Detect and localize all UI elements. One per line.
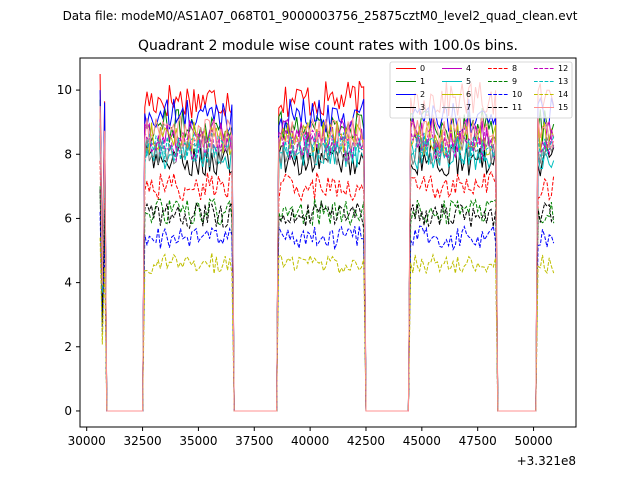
x-offset-text: +3.321e8 <box>517 454 576 468</box>
series-line-10 <box>99 211 555 412</box>
series-line-8 <box>99 160 555 412</box>
y-tick-label: 10 <box>57 83 72 97</box>
legend-label-2: 2 <box>420 90 425 99</box>
series-line-11 <box>99 189 555 412</box>
x-tick-label: 37500 <box>235 434 273 448</box>
legend-label-15: 15 <box>558 103 568 112</box>
x-tick-label: 40000 <box>291 434 329 448</box>
legend-label-5: 5 <box>466 77 471 86</box>
suptitle: Data file: modeM0/AS1A07_068T01_90000037… <box>63 9 578 23</box>
series-line-13 <box>99 122 555 412</box>
x-tick-label: 45000 <box>403 434 441 448</box>
legend-frame <box>389 61 573 119</box>
legend-label-1: 1 <box>420 77 425 86</box>
legend-label-14: 14 <box>558 90 568 99</box>
legend-label-4: 4 <box>466 64 471 73</box>
legend-label-3: 3 <box>420 103 425 112</box>
legend-label-8: 8 <box>512 64 517 73</box>
legend-label-0: 0 <box>420 64 425 73</box>
y-axis: 0 2 4 6 8 10 <box>57 83 80 418</box>
x-axis: 30000 32500 35000 37500 40000 42500 45000 47500… <box>68 427 553 448</box>
x-tick-label: 35000 <box>179 434 217 448</box>
series-line-15 <box>99 106 555 412</box>
y-tick-label: 2 <box>64 340 72 354</box>
plot-frame <box>79 57 577 428</box>
y-tick-label: 0 <box>64 404 72 418</box>
y-tick-label: 4 <box>64 276 72 290</box>
x-tick-label: 47500 <box>459 434 497 448</box>
x-tick-label: 50000 <box>514 434 552 448</box>
legend-label-11: 11 <box>512 103 522 112</box>
series-line-12 <box>99 118 555 412</box>
chart-title: Quadrant 2 module wise count rates with … <box>138 38 518 54</box>
legend-label-7: 7 <box>466 103 471 112</box>
x-tick-label: 30000 <box>68 434 106 448</box>
series-layer <box>99 73 555 412</box>
legend-label-12: 12 <box>558 64 568 73</box>
x-tick-label: 42500 <box>347 434 385 448</box>
series-line-14 <box>99 237 555 412</box>
legend-label-10: 10 <box>512 90 522 99</box>
legend-label-9: 9 <box>512 77 517 86</box>
legend-label-6: 6 <box>466 90 471 99</box>
legend-label-13: 13 <box>558 77 568 86</box>
y-tick-label: 8 <box>64 147 72 161</box>
series-line-9 <box>99 186 555 412</box>
x-tick-label: 32500 <box>123 434 161 448</box>
y-tick-label: 6 <box>64 211 72 225</box>
